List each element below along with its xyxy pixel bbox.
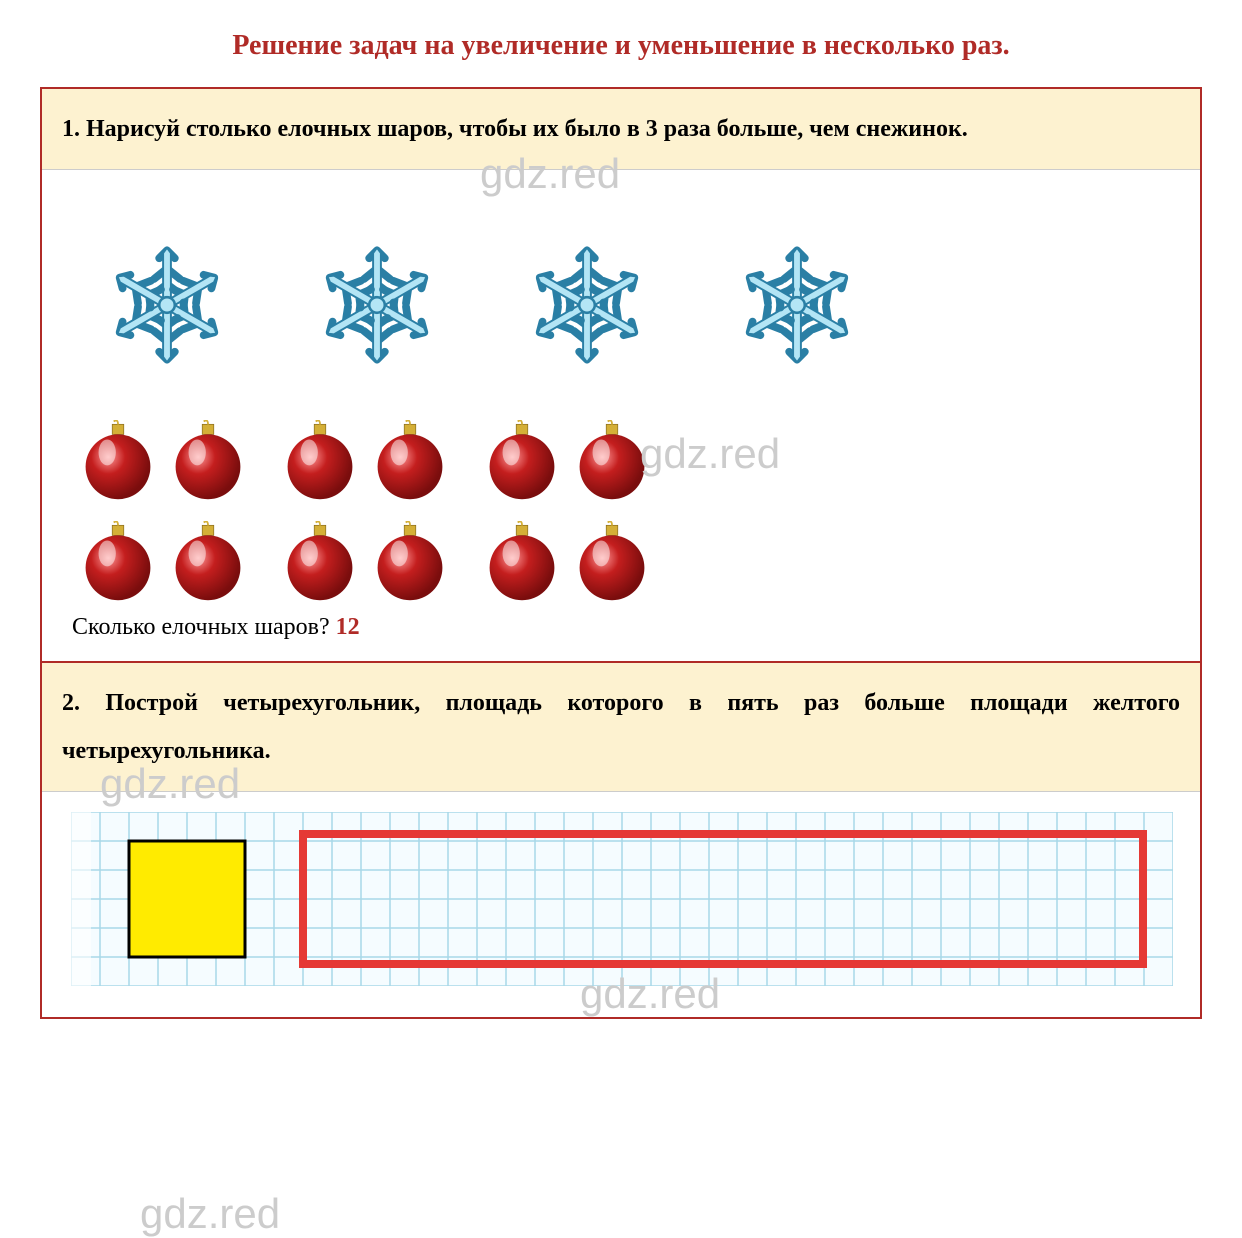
ornament-icon <box>82 521 154 604</box>
grid-svg <box>71 812 1173 986</box>
task1-body: Сколько елочных шаров? 12 <box>42 170 1200 661</box>
task2-text: Построй четырехугольник, площадь которог… <box>62 690 1180 764</box>
ornament-icon <box>374 420 446 503</box>
tasks-container: 1. Нарисуй столько елочных шаров, чтобы … <box>40 87 1202 1019</box>
snowflake-icon <box>312 240 442 370</box>
ornament-icon <box>374 521 446 604</box>
yellow-square <box>129 841 245 957</box>
task1-number: 1. <box>62 116 80 142</box>
ornament-icon <box>576 420 648 503</box>
ornament-pair <box>486 420 648 503</box>
ornament-icon <box>576 521 648 604</box>
snowflake-icon <box>102 240 232 370</box>
ornament-icon <box>172 420 244 503</box>
task2-header: 2. Построй четырехугольник, площадь кото… <box>42 661 1200 792</box>
worksheet-page: Решение задач на увеличение и уменьшение… <box>0 0 1242 1059</box>
snowflake-icon <box>522 240 652 370</box>
ornament-pair <box>82 521 244 604</box>
answer-label: Сколько елочных шаров? <box>72 614 336 640</box>
snowflake-icon <box>732 240 862 370</box>
task2-body <box>42 792 1200 1017</box>
ornament-icon <box>172 521 244 604</box>
ornament-group <box>486 420 648 604</box>
ornament-icon <box>486 420 558 503</box>
task1-text: Нарисуй столько елочных шаров, чтобы их … <box>86 116 968 142</box>
ornament-group <box>284 420 446 604</box>
watermark-text: gdz.red <box>140 1190 280 1238</box>
ornament-group <box>82 420 244 604</box>
ornament-section <box>82 420 1170 604</box>
ornament-icon <box>486 521 558 604</box>
grid-area <box>71 812 1171 992</box>
ornament-pair <box>284 521 446 604</box>
ornament-pair <box>82 420 244 503</box>
page-title: Решение задач на увеличение и уменьшение… <box>40 30 1202 62</box>
ornament-icon <box>82 420 154 503</box>
ornament-pair <box>284 420 446 503</box>
ornament-pair <box>486 521 648 604</box>
task1-answer: Сколько елочных шаров? 12 <box>72 614 1170 641</box>
task1-header: 1. Нарисуй столько елочных шаров, чтобы … <box>42 89 1200 170</box>
answer-value: 12 <box>336 614 360 640</box>
ornament-icon <box>284 521 356 604</box>
task2-number: 2. <box>62 690 80 716</box>
snowflake-row <box>102 240 1170 370</box>
ornament-icon <box>284 420 356 503</box>
